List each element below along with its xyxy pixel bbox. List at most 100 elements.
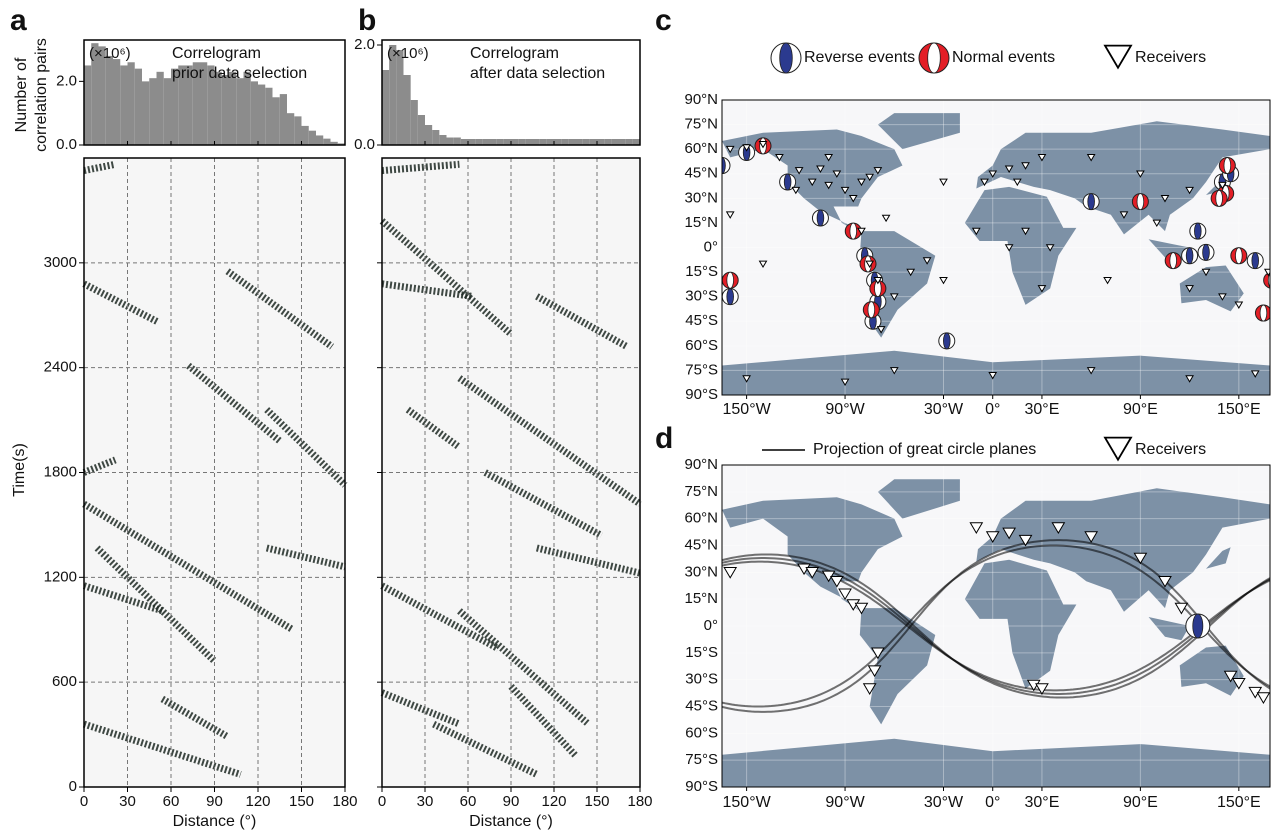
reverse-event [722, 288, 739, 306]
legend-triangle [1103, 44, 1133, 70]
legend-label: Projection of great circle planes [813, 441, 1036, 458]
great-circle [722, 553, 1270, 699]
histogram-bar [207, 65, 215, 145]
receiver [1231, 677, 1246, 690]
histogram-bar [496, 139, 504, 145]
normal-event [1254, 304, 1270, 322]
land [1206, 547, 1231, 569]
reverse-event [1185, 613, 1211, 639]
y-tick-label: 15°N [684, 214, 718, 231]
histogram-bar [482, 139, 490, 145]
receiver [840, 378, 850, 387]
beachball-lens [816, 209, 825, 227]
receiver [862, 683, 877, 695]
beachball-lens [1136, 193, 1145, 211]
land [859, 608, 936, 725]
histogram-bar [120, 65, 128, 145]
y-axis-label: Number of [13, 57, 30, 132]
histogram-bar [410, 100, 418, 145]
receiver [742, 375, 751, 383]
receiver [824, 181, 834, 190]
y-tick-label: 60°S [685, 724, 718, 741]
histogram-bar [287, 113, 295, 145]
arrival-streak [82, 582, 164, 615]
histogram-bar [460, 139, 468, 145]
histogram-bar [330, 141, 338, 145]
y-tick-label: 30°S [685, 671, 718, 688]
histogram-bar [337, 143, 345, 145]
x-tick-label: 30°E [1025, 794, 1060, 811]
x-tick-label: 120 [245, 793, 270, 810]
x-tick-label: 150°E [1217, 794, 1261, 811]
y-tick-label: 2.0 [56, 72, 77, 89]
x-tick-label: 30°W [924, 401, 964, 418]
beachball-lens [867, 301, 876, 319]
x-tick-label: 60 [460, 793, 477, 810]
receiver [889, 293, 899, 301]
histogram-bar [432, 130, 440, 145]
receiver [873, 276, 883, 285]
beachball-lens [1259, 304, 1268, 322]
receiver [876, 326, 886, 334]
scale-note: (×10⁶) [387, 45, 429, 62]
y-tick-label: 1800 [44, 463, 77, 480]
histogram-bar [453, 137, 461, 145]
receiver [980, 178, 989, 187]
land [877, 479, 960, 519]
y-axis-label: Time(s) [11, 443, 28, 497]
receiver [939, 276, 948, 285]
x-tick-label: 90°E [1123, 401, 1158, 418]
histogram-bar [561, 139, 569, 145]
y-tick-label: 60°N [684, 140, 718, 157]
land [964, 186, 1077, 305]
map-area [722, 465, 1270, 787]
receiver [725, 211, 735, 219]
reverse-event [1246, 252, 1264, 270]
beachball-lens [1169, 252, 1177, 270]
legend-label: Normal events [952, 49, 1055, 66]
beachball-lens [849, 222, 858, 240]
histogram-bar [382, 70, 390, 145]
beachball-lens [779, 42, 793, 74]
beachball-lens [1215, 189, 1223, 207]
histogram-bar [554, 139, 562, 145]
legend-beachball [770, 42, 802, 74]
normal-event [1164, 252, 1182, 270]
normal-event [1263, 271, 1270, 289]
histogram-bar [632, 139, 640, 145]
scale-note: (×10⁶) [89, 45, 131, 62]
arrival-streak [457, 608, 591, 727]
beachball-lens [1223, 157, 1232, 174]
beachball-lens [1202, 244, 1210, 261]
receiver [1201, 268, 1211, 277]
x-tick-label: 150°W [723, 401, 772, 418]
land [1179, 645, 1244, 696]
receiver [794, 167, 804, 175]
beachball-lens [1185, 247, 1194, 265]
receiver [1119, 211, 1129, 219]
y-tick-label: 30°N [684, 189, 718, 206]
histogram-bar [127, 62, 135, 145]
histogram-bar [425, 125, 433, 145]
receiver [1263, 268, 1270, 277]
normal-event [1131, 193, 1149, 211]
histogram-bar [604, 139, 612, 145]
annotation: Correlogram [172, 45, 261, 62]
map-area [722, 100, 1270, 395]
great-circle [722, 539, 1270, 713]
histogram-bar [134, 68, 142, 145]
y-tick-label: 90°N [684, 456, 718, 473]
arrival-streak [380, 689, 461, 728]
histogram-bar [279, 94, 287, 145]
y-tick-label: 0.0 [354, 136, 375, 153]
histogram-bar [396, 50, 404, 145]
legend-label: Reverse events [804, 49, 915, 66]
x-tick-label: 150 [289, 793, 314, 810]
arrival-streak [432, 720, 539, 778]
histogram-bar [236, 78, 244, 145]
receiver [725, 145, 735, 154]
y-tick-label: 90°N [684, 91, 718, 108]
receiver [1152, 219, 1162, 228]
y-tick-label: 60°N [684, 510, 718, 527]
y-tick-label: 15°S [685, 644, 718, 661]
